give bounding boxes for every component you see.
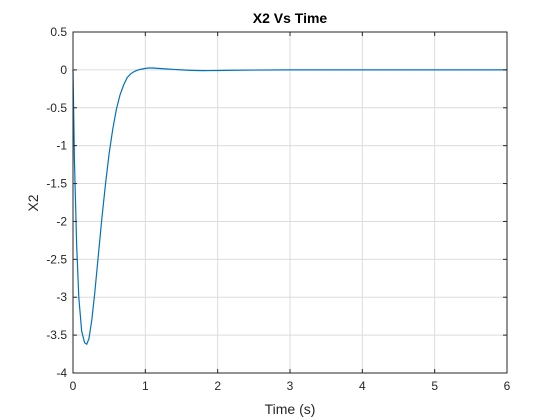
x-tick-label: 1 <box>142 379 149 393</box>
axis-ticks <box>72 31 508 374</box>
x-tick-label: 5 <box>431 379 438 393</box>
y-tick-label: -2 <box>56 214 67 228</box>
series-line <box>72 67 507 346</box>
y-tick-label: -1 <box>56 139 67 153</box>
y-tick-labels: 0.5 0 -0.5 -1 -1.5 -2 -2.5 -3 -3.5 -4 <box>46 25 67 380</box>
y-tick-label: -3 <box>56 290 67 304</box>
y-tick-label: -3.5 <box>46 328 67 342</box>
x-tick-label: 2 <box>214 379 221 393</box>
x-tick-label: 6 <box>504 379 511 393</box>
y-tick-label: 0 <box>60 63 67 77</box>
y-tick-label: -4 <box>56 366 67 380</box>
x-tick-label: 3 <box>287 379 294 393</box>
y-tick-label: -1.5 <box>46 177 67 191</box>
series-layer <box>72 67 507 346</box>
y-tick-label: -2.5 <box>46 252 67 266</box>
y-tick-label: 0.5 <box>50 25 67 39</box>
x-tick-label: 0 <box>70 379 77 393</box>
x-tick-labels: 0 1 2 3 4 5 6 <box>70 379 511 393</box>
y-axis-label: X2 <box>25 194 41 211</box>
y-tick-label: -0.5 <box>46 101 67 115</box>
chart-title: X2 Vs Time <box>253 10 328 26</box>
x-axis-label: Time (s) <box>265 401 316 417</box>
x-tick-label: 4 <box>359 379 366 393</box>
